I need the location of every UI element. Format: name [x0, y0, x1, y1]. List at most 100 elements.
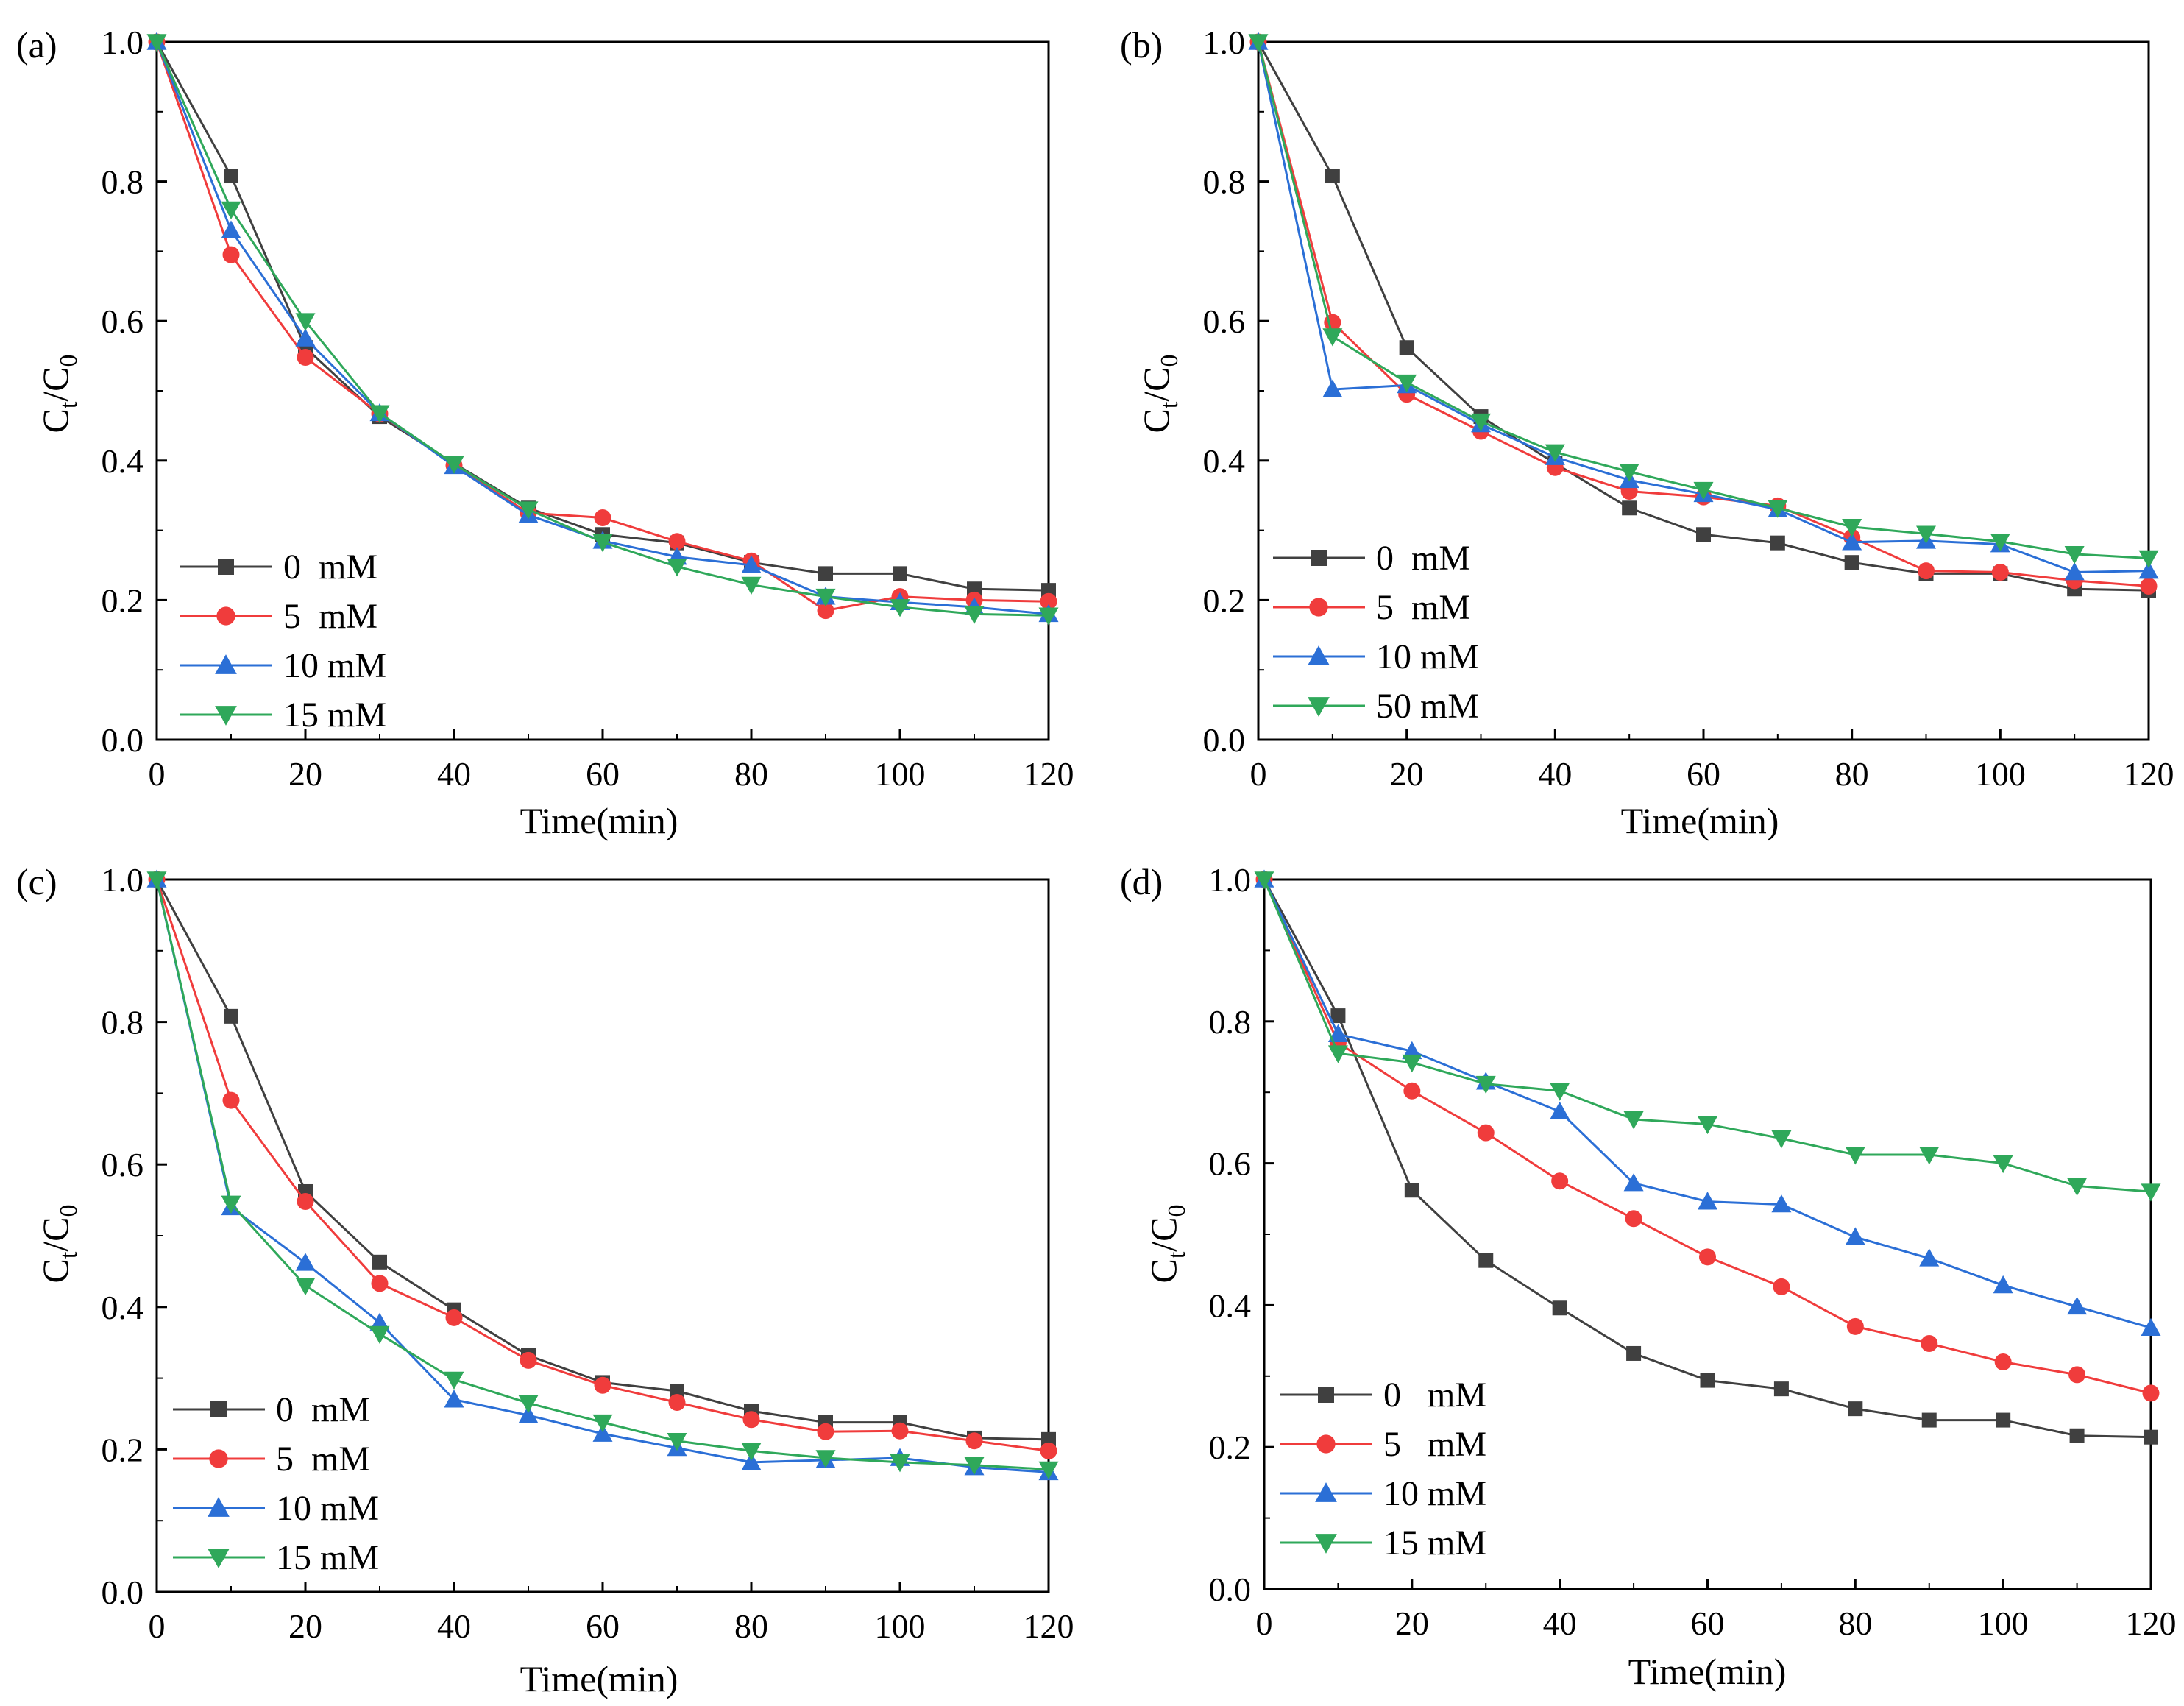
- legend-marker: [1316, 1434, 1336, 1454]
- y-axis-title-sub-t: t: [55, 401, 82, 408]
- x-tick-label: 0: [149, 1607, 166, 1645]
- x-tick-label: 100: [1978, 1604, 2029, 1642]
- legend-entry: 0 mM: [173, 1390, 370, 1429]
- y-tick-label: 0.4: [102, 1289, 144, 1326]
- data-point: [222, 1091, 240, 1109]
- legend-entry: 10 mM: [1280, 1474, 1486, 1513]
- data-point: [890, 1454, 910, 1473]
- data-point: [295, 1253, 316, 1271]
- data-point: [742, 1411, 760, 1429]
- data-point: [964, 1457, 985, 1476]
- data-point: [1325, 169, 1340, 184]
- x-axis-title: Time(min): [1621, 800, 1779, 841]
- y-tick-label: 0.0: [1203, 721, 1246, 759]
- legend-label: 0 mM: [283, 548, 377, 587]
- data-point: [1623, 1173, 1644, 1192]
- x-tick-label: 60: [586, 755, 620, 793]
- legend-label: 0 mM: [276, 1390, 370, 1429]
- legend-marker: [1308, 645, 1330, 665]
- data-point: [1471, 413, 1491, 432]
- legend-label: 10 mM: [1383, 1474, 1486, 1513]
- data-point: [741, 1443, 762, 1461]
- data-point: [815, 1450, 836, 1468]
- y-axis-title: Ct/C0: [1143, 1204, 1191, 1283]
- data-point: [224, 1008, 238, 1024]
- data-point: [594, 1376, 611, 1394]
- data-point: [815, 588, 836, 607]
- data-point: [1404, 1183, 1419, 1198]
- x-tick-label: 60: [1691, 1604, 1725, 1642]
- data-point: [670, 1384, 684, 1399]
- data-point: [1919, 1248, 1940, 1267]
- data-point: [667, 559, 687, 577]
- x-axis-title: Time(min): [520, 800, 678, 841]
- svg-text:Ct/C0: Ct/C0: [35, 354, 82, 433]
- y-axis-title: Ct/C0: [1135, 354, 1183, 433]
- y-axis-title: Ct/C0: [35, 1204, 82, 1283]
- data-point: [893, 566, 907, 581]
- data-point: [1700, 1373, 1715, 1388]
- x-axis-title: Time(min): [520, 1658, 678, 1699]
- data-point: [1248, 34, 1269, 52]
- data-point: [741, 1452, 762, 1470]
- legend-entry: 50 mM: [1273, 687, 1479, 726]
- data-point: [1773, 1381, 1789, 1397]
- data-point: [1845, 1147, 1865, 1165]
- data-point: [2067, 1178, 2088, 1196]
- data-point: [1770, 535, 1785, 551]
- data-point: [2064, 562, 2085, 581]
- panel-label: (a): [16, 24, 57, 66]
- y-axis-title-slash-c: /C: [35, 367, 76, 401]
- x-tick-label: 100: [875, 755, 926, 793]
- x-tick-label: 20: [288, 1607, 322, 1645]
- data-point: [1698, 1192, 1717, 1210]
- series-line: [155, 879, 1049, 1452]
- legend-entry: 10 mM: [173, 1489, 379, 1528]
- legend-label: 15 mM: [276, 1538, 379, 1577]
- y-axis-title-c: C: [35, 408, 76, 433]
- data-point: [1994, 1353, 2012, 1371]
- y-tick-label: 0.6: [1203, 302, 1246, 340]
- data-point: [1477, 1124, 1495, 1142]
- data-point: [817, 602, 834, 620]
- data-point: [818, 566, 833, 581]
- data-point: [221, 220, 241, 238]
- data-point: [1623, 1111, 1644, 1130]
- data-point: [592, 534, 613, 553]
- data-point: [741, 555, 762, 573]
- data-point: [2138, 561, 2159, 579]
- y-axis-title-sub-t: t: [1156, 401, 1183, 408]
- data-point: [1993, 1155, 2013, 1174]
- x-tick-label: 120: [2126, 1604, 2177, 1642]
- data-point: [1038, 607, 1059, 626]
- data-point: [1993, 1275, 2013, 1294]
- data-point: [445, 1309, 463, 1326]
- data-point: [1322, 328, 1343, 347]
- data-point: [1845, 1227, 1865, 1245]
- legend-marker: [1315, 1534, 1337, 1554]
- series-square: [1257, 872, 2158, 1445]
- y-tick-label: 1.0: [102, 24, 144, 61]
- data-point: [222, 246, 240, 263]
- y-tick-label: 0.0: [102, 1574, 144, 1611]
- data-point: [1916, 525, 1936, 544]
- data-point: [964, 606, 985, 624]
- data-point: [1327, 1045, 1348, 1063]
- legend-label: 50 mM: [1376, 687, 1479, 726]
- data-point: [444, 456, 464, 475]
- y-tick-label: 0.2: [1203, 581, 1246, 619]
- legend-marker: [215, 706, 237, 726]
- y-tick-label: 0.8: [1203, 163, 1246, 201]
- data-point: [667, 1432, 687, 1451]
- svg-text:Ct/C0: Ct/C0: [35, 1204, 82, 1283]
- data-point: [2141, 1183, 2161, 1202]
- legend-entry: 5 mM: [180, 597, 377, 636]
- data-point: [1322, 379, 1343, 397]
- data-point: [372, 1254, 387, 1270]
- data-point: [817, 1423, 834, 1440]
- x-tick-label: 20: [1395, 1604, 1429, 1642]
- y-axis-title-sub-0: 0: [55, 354, 82, 367]
- x-tick-label: 100: [1975, 755, 2026, 793]
- x-tick-label: 120: [1024, 1607, 1074, 1645]
